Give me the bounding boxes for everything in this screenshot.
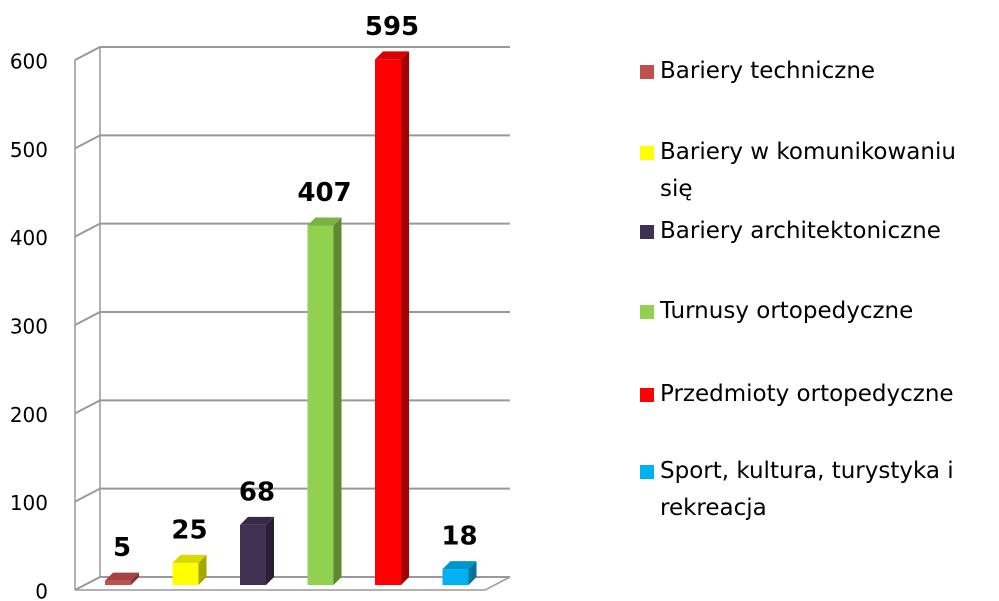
legend-label: Bariery architektoniczne <box>660 218 941 244</box>
value-label: 595 <box>365 12 419 42</box>
legend-swatch <box>640 305 654 319</box>
grid-line <box>74 399 510 415</box>
bar-top <box>240 516 274 525</box>
y-tick-label: 300 <box>10 315 48 339</box>
grid-line <box>74 311 510 326</box>
y-tick-label: 100 <box>10 491 48 515</box>
legend-label: Sport, kultura, turystyka i rekreacja <box>660 458 954 521</box>
bar-side <box>333 217 342 585</box>
bar <box>172 562 199 585</box>
grid-line <box>74 222 510 238</box>
bar <box>442 569 469 585</box>
legend-label: Bariery w komunikowaniu się <box>660 139 956 202</box>
grid-line <box>74 46 510 61</box>
bar-top <box>172 554 207 563</box>
grid-line <box>74 576 510 591</box>
bar <box>105 580 131 585</box>
bar <box>307 225 334 585</box>
grid-line <box>74 487 510 503</box>
value-label: 68 <box>239 477 275 507</box>
y-tick-label: 200 <box>10 403 48 427</box>
legend-item: Bariery architektoniczne <box>640 213 990 250</box>
y-tick-label: 600 <box>10 50 48 74</box>
value-label: 25 <box>171 515 207 545</box>
bar <box>375 59 401 585</box>
legend-item: Sport, kultura, turystyka i rekreacja <box>640 453 990 527</box>
y-tick-label: 0 <box>35 580 48 601</box>
value-label: 18 <box>441 522 477 552</box>
floor <box>484 576 511 591</box>
legend-item: Bariery w komunikowaniu się <box>640 134 990 208</box>
legend-item: Bariery techniczne <box>640 53 990 90</box>
bar <box>240 524 266 585</box>
legend-item: Przedmioty ortopedyczne <box>640 376 990 413</box>
bar-top <box>307 217 342 226</box>
legend-swatch <box>640 388 654 402</box>
legend-swatch <box>640 65 654 79</box>
value-label: 5 <box>113 533 131 563</box>
bar-top <box>105 572 139 581</box>
bar-side <box>131 572 139 585</box>
chart: 0 100 200 300 400 500 600 5 25 68 407 595 18 <box>10 12 511 601</box>
legend-label: Przedmioty ortopedyczne <box>660 381 954 407</box>
bar-side <box>468 561 477 585</box>
legend-swatch <box>640 146 654 160</box>
bar-side <box>401 51 409 585</box>
grid-line <box>74 134 510 150</box>
y-tick-label: 500 <box>10 138 48 162</box>
bar-side <box>266 516 274 585</box>
legend-item: Turnusy ortopedyczne <box>640 293 990 330</box>
bar-side <box>198 554 207 585</box>
bar-top <box>442 561 477 570</box>
bar-top <box>375 51 409 60</box>
y-tick-label: 400 <box>10 226 48 250</box>
value-label: 407 <box>297 178 351 208</box>
legend-swatch <box>640 465 654 479</box>
legend-label: Bariery techniczne <box>660 58 876 84</box>
legend-swatch <box>640 225 654 239</box>
legend-label: Turnusy ortopedyczne <box>660 298 914 324</box>
